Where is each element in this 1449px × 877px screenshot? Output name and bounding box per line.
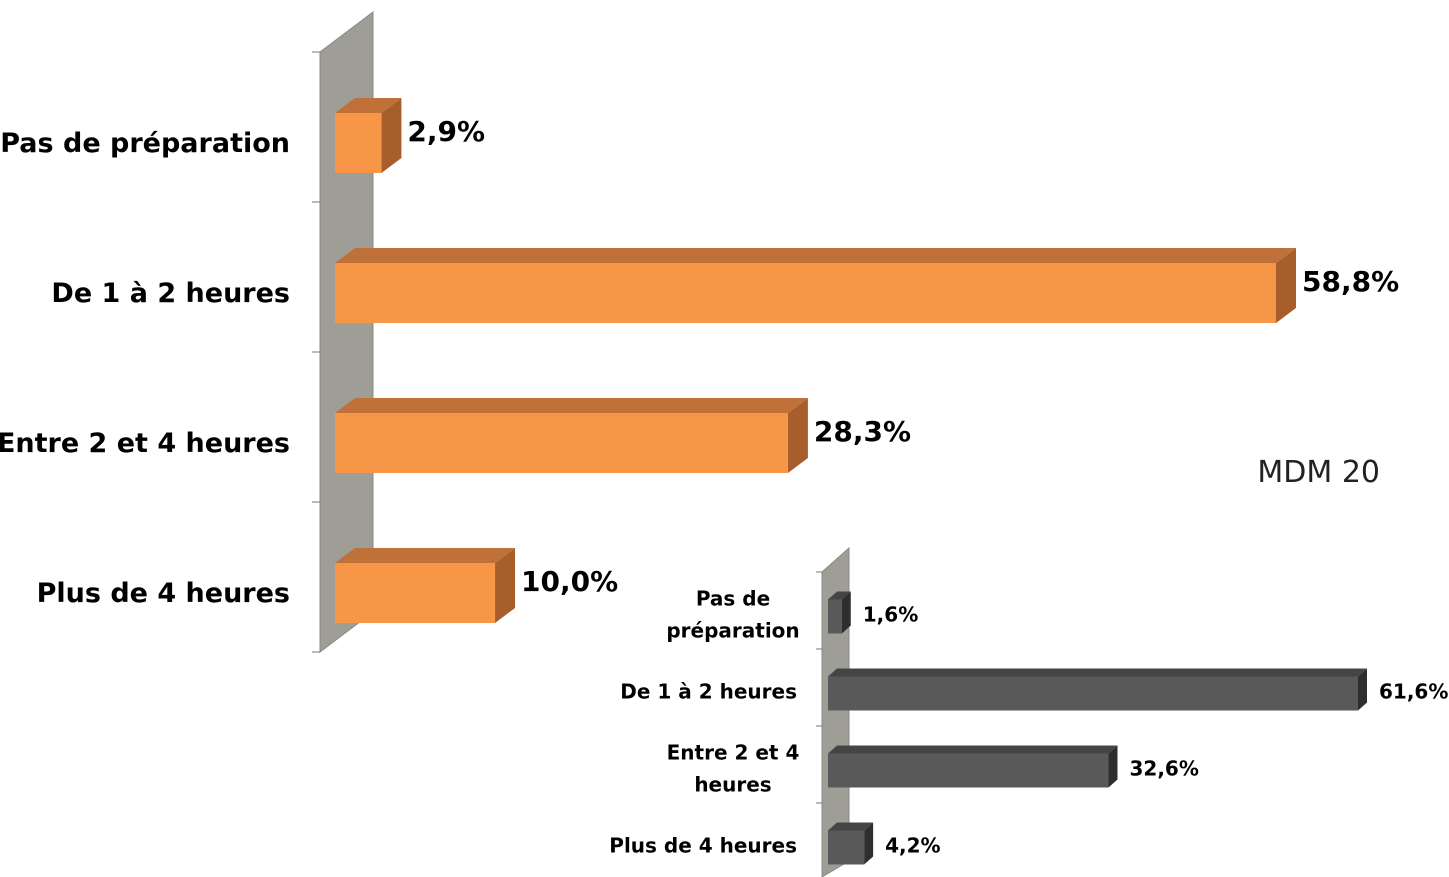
category-labels: Pas de préparation De 1 à 2 heures Entre 2 … — [609, 587, 799, 858]
category-label: Pas de préparation — [0, 128, 290, 159]
bar-side-face — [1108, 745, 1118, 788]
bar-front-face — [335, 263, 1276, 323]
category-labels: Pas de préparation De 1 à 2 heures Entre 2… — [0, 128, 290, 609]
value-labels: 2,9% 58,8% 28,3% 10,0% — [407, 115, 1399, 598]
category-label: Entre 2 et 4 heures — [0, 428, 290, 459]
value-label: 2,9% — [407, 115, 485, 148]
bar-top-face — [828, 745, 1118, 754]
bar — [335, 398, 808, 473]
category-label: Plus de 4 heures — [37, 578, 290, 609]
bar-side-face — [495, 548, 516, 623]
bar-top-face — [335, 248, 1296, 263]
bar-side-face — [381, 98, 402, 173]
value-label: 4,2% — [885, 834, 940, 858]
bar — [828, 745, 1118, 788]
category-label: Plus de 4 heures — [609, 834, 797, 858]
bar — [828, 591, 851, 634]
chart-annotation: MDM 20 — [1257, 455, 1380, 490]
value-label: 61,6% — [1379, 680, 1448, 704]
bar — [828, 822, 874, 865]
category-label: heures — [694, 773, 771, 797]
bar-side-face — [1358, 668, 1367, 711]
bar — [335, 548, 516, 623]
bar-side-face — [1276, 248, 1296, 323]
bar-front-face — [335, 413, 788, 473]
category-label: Pas de — [696, 587, 770, 611]
category-label: De 1 à 2 heures — [51, 278, 290, 309]
bar-front-face — [828, 753, 1109, 788]
bar-top-face — [828, 822, 874, 831]
bar — [335, 98, 402, 173]
bar-side-face — [787, 398, 808, 473]
bar-front-face — [335, 563, 496, 623]
value-label: 32,6% — [1129, 757, 1198, 781]
category-label: préparation — [666, 619, 799, 643]
bar-top-face — [335, 98, 402, 113]
bar-front-face — [828, 830, 865, 865]
axis-ticks — [816, 571, 822, 804]
bar-front-face — [828, 676, 1358, 711]
bar — [335, 248, 1296, 323]
axis-ticks — [312, 51, 320, 653]
bar-side-face — [864, 822, 874, 865]
bar-top-face — [335, 548, 516, 563]
value-label: 58,8% — [1302, 265, 1399, 298]
bar-top-face — [828, 591, 851, 600]
secondary-bar-chart: Pas de préparation De 1 à 2 heures Entre 2 … — [609, 546, 1449, 877]
bars — [828, 591, 1367, 865]
value-label: 1,6% — [863, 603, 918, 627]
bar-top-face — [828, 668, 1367, 677]
bars — [335, 98, 1296, 623]
value-labels: 1,6% 61,6% 32,6% 4,2% — [863, 603, 1449, 858]
bar — [828, 668, 1367, 711]
category-label: Entre 2 et 4 — [667, 741, 800, 765]
bar-side-face — [841, 591, 851, 634]
bar-top-face — [335, 398, 808, 413]
main-bar-chart: Pas de préparation De 1 à 2 heures Entre 2… — [0, 10, 1399, 654]
value-label: 28,3% — [814, 415, 911, 448]
bar-front-face — [828, 599, 842, 634]
value-label: 10,0% — [521, 565, 618, 598]
bar-front-face — [335, 113, 382, 173]
category-label: De 1 à 2 heures — [620, 680, 797, 704]
